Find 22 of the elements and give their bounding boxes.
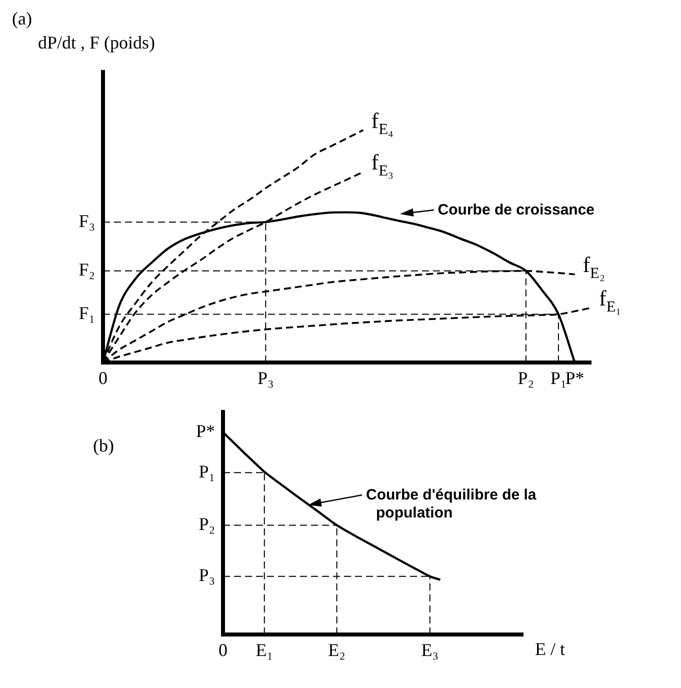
x-tick-label: E₁ bbox=[256, 640, 274, 660]
ref-line-label: P₂ bbox=[198, 514, 216, 534]
annotation: Courbe de croissance bbox=[438, 201, 595, 218]
x-tick-label: E₃ bbox=[421, 640, 439, 660]
chart-title: (b) bbox=[93, 436, 114, 456]
text: P* bbox=[196, 420, 216, 441]
x-tick-label: P₁ bbox=[550, 368, 567, 388]
ref-line-label: P₁ bbox=[198, 461, 216, 482]
ref-line-label: F₂ bbox=[78, 260, 96, 280]
ref-line-label: F₁ bbox=[78, 303, 96, 324]
x-tick-label: P₃ bbox=[258, 368, 274, 388]
chart-title: (a) bbox=[12, 8, 32, 29]
annotation: Courbe d'équilibre de la population bbox=[366, 486, 537, 522]
x-tick-label: 0 bbox=[218, 640, 228, 660]
ref-line-label: P₃ bbox=[198, 565, 216, 586]
x-tick-label: P₂ bbox=[518, 368, 534, 388]
x-axis-title: E / t bbox=[535, 639, 565, 660]
y-axis-title: dP/dt , F (poids) bbox=[38, 32, 156, 53]
ref-line-label: F₃ bbox=[78, 210, 96, 231]
x-tick-label: E₂ bbox=[328, 640, 346, 660]
x-tick-label: 0 bbox=[98, 368, 108, 388]
x-tick-label: P* bbox=[565, 368, 584, 388]
